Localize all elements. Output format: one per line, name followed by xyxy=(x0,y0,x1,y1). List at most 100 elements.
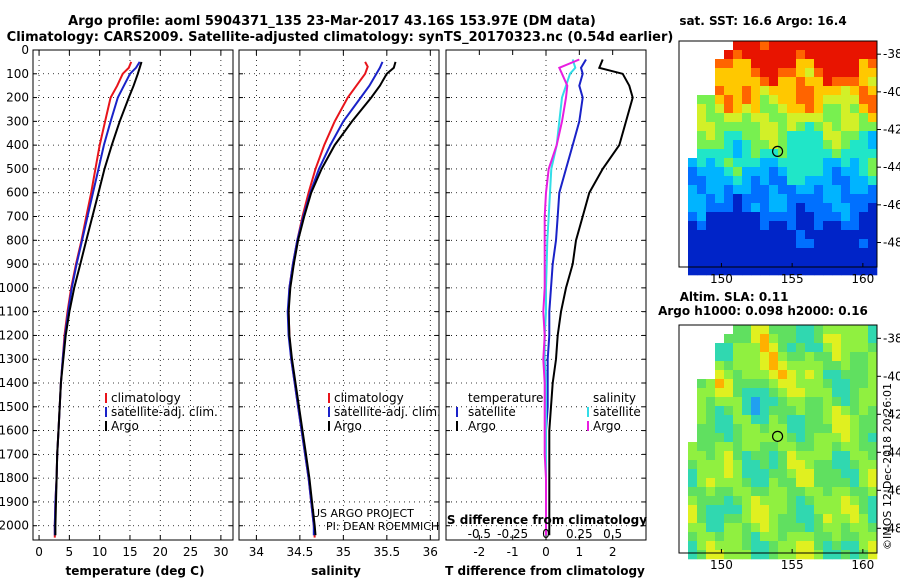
map-cell xyxy=(733,397,743,407)
map-cell xyxy=(868,451,878,461)
map-cell xyxy=(742,487,752,497)
lon-tick-label: 150 xyxy=(710,272,733,286)
map-cell xyxy=(706,532,716,542)
map-cell xyxy=(832,532,842,542)
map-cell xyxy=(679,523,689,533)
map-cell xyxy=(688,41,698,51)
map-cell xyxy=(823,185,833,195)
map-cell xyxy=(715,50,725,60)
map-cell xyxy=(823,532,833,542)
map-cell xyxy=(787,406,797,416)
map-cell xyxy=(760,388,770,398)
map-cell xyxy=(715,212,725,222)
map-cell xyxy=(814,167,824,177)
map-cell xyxy=(724,379,734,389)
map-cell xyxy=(742,397,752,407)
map-cell xyxy=(715,221,725,231)
map-cell xyxy=(769,451,779,461)
map-cell xyxy=(823,379,833,389)
map-cell xyxy=(688,361,698,371)
map-cell xyxy=(814,77,824,87)
s-tick-label: 0.5 xyxy=(603,527,622,541)
map-cell xyxy=(868,334,878,344)
map-cell xyxy=(724,469,734,479)
map-cell xyxy=(814,239,824,249)
map-cell xyxy=(850,451,860,461)
map-cell xyxy=(859,203,869,213)
map-cell xyxy=(769,370,779,380)
map-cell xyxy=(760,86,770,96)
map-cell xyxy=(832,68,842,78)
legend-s-argo: Argo xyxy=(593,419,621,433)
map-cell xyxy=(688,469,698,479)
map-cell xyxy=(769,221,779,231)
map-cell xyxy=(751,59,761,69)
map-cell xyxy=(715,487,725,497)
map-cell xyxy=(697,334,707,344)
map-cell xyxy=(706,541,716,551)
map-cell xyxy=(751,95,761,105)
map-cell xyxy=(769,167,779,177)
map-cell xyxy=(679,194,689,204)
map-cell xyxy=(679,361,689,371)
lat-tick-label: -46 xyxy=(883,483,900,497)
map-cell xyxy=(679,343,689,353)
map-cell xyxy=(778,176,788,186)
map-cell xyxy=(805,41,815,51)
map-cell xyxy=(751,113,761,123)
map-cell xyxy=(697,478,707,488)
map-cell xyxy=(787,257,797,267)
map-cell xyxy=(787,424,797,434)
map-cell xyxy=(787,266,797,276)
map-cell xyxy=(823,460,833,470)
map-cell xyxy=(760,424,770,434)
legend-salinity-title: salinity xyxy=(593,391,636,405)
map-cell xyxy=(787,532,797,542)
map-cell xyxy=(787,451,797,461)
map-cell xyxy=(796,523,806,533)
map-cell xyxy=(805,95,815,105)
map-cell xyxy=(868,478,878,488)
map-cell xyxy=(679,370,689,380)
map-cell xyxy=(688,248,698,258)
map-cell xyxy=(841,334,851,344)
map-cell xyxy=(832,487,842,497)
map-cell xyxy=(823,59,833,69)
map-cell xyxy=(679,266,689,276)
map-cell xyxy=(832,140,842,150)
map-cell xyxy=(787,478,797,488)
map-cell xyxy=(679,442,689,452)
map-cell xyxy=(814,361,824,371)
legend-satellite: satellite-adj. clim. xyxy=(111,405,218,419)
map-cell xyxy=(760,68,770,78)
map-cell xyxy=(715,230,725,240)
map-cell xyxy=(868,379,878,389)
map-cell xyxy=(814,442,824,452)
map-cell xyxy=(715,325,725,335)
map-cell xyxy=(868,185,878,195)
map-cell xyxy=(742,77,752,87)
map-cell xyxy=(733,185,743,195)
map-cell xyxy=(742,221,752,231)
map-cell xyxy=(715,541,725,551)
map-cell xyxy=(805,149,815,159)
map-cell xyxy=(760,140,770,150)
map-cell xyxy=(769,397,779,407)
map-cell xyxy=(778,415,788,425)
map-cell xyxy=(760,379,770,389)
map-cell xyxy=(742,176,752,186)
map-cell xyxy=(850,194,860,204)
map-cell xyxy=(742,194,752,204)
map-cell xyxy=(697,379,707,389)
map-cell xyxy=(769,415,779,425)
map-cell xyxy=(868,415,878,425)
map-cell xyxy=(715,95,725,105)
map-cell xyxy=(805,397,815,407)
map-cell xyxy=(751,149,761,159)
map-cell xyxy=(805,478,815,488)
map-cell xyxy=(751,406,761,416)
map-cell xyxy=(805,212,815,222)
pressure-tick-label: 1700 xyxy=(0,447,29,461)
map-cell xyxy=(679,487,689,497)
map-cell xyxy=(796,50,806,60)
